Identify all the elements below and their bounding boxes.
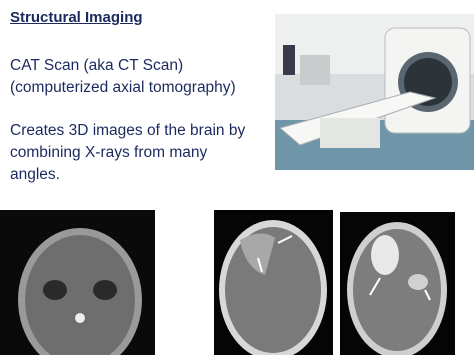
brain-scan — [214, 210, 333, 355]
slide-title: Structural Imaging — [10, 9, 143, 26]
body-text: CAT Scan (aka CT Scan) — [10, 57, 184, 74]
brain-scan — [340, 212, 455, 355]
body-text: combining X-rays from many — [10, 144, 208, 161]
body-text: angles. — [10, 166, 60, 183]
scanner-photo — [275, 14, 474, 170]
body-text: (computerized axial tomography) — [10, 79, 236, 96]
body-text: Creates 3D images of the brain by — [10, 122, 246, 139]
brain-scan — [0, 210, 155, 355]
